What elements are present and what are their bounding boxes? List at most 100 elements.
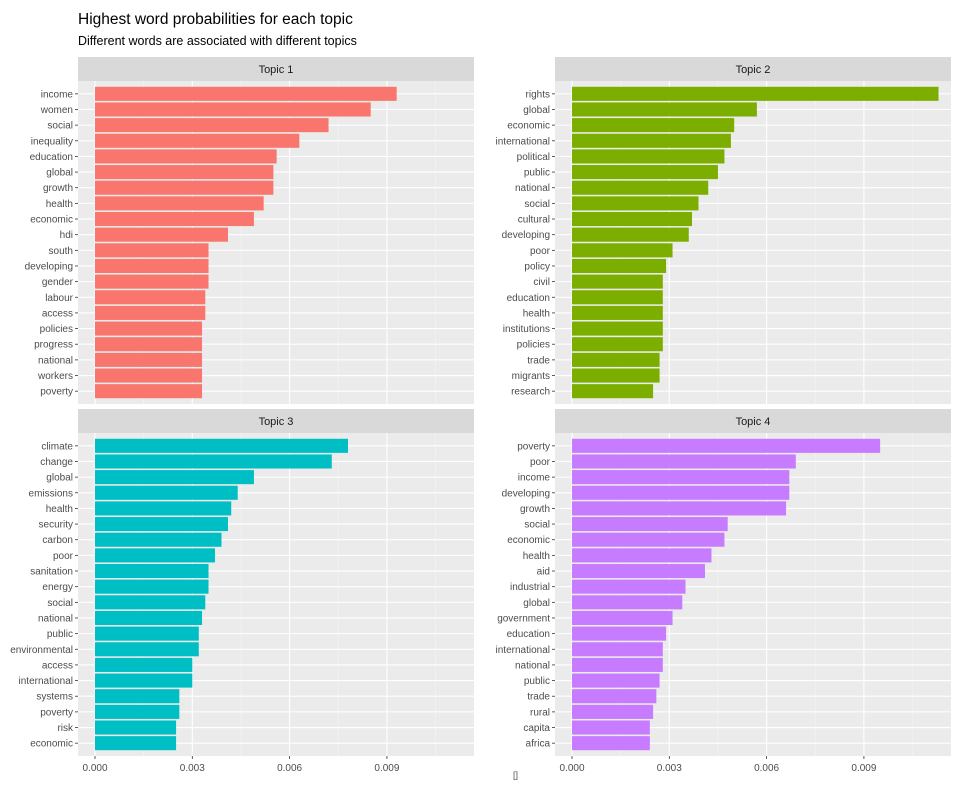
bar <box>572 548 712 563</box>
bar <box>572 657 663 672</box>
bar <box>572 118 735 133</box>
y-tick-label: women <box>40 105 73 116</box>
y-tick-label: poverty <box>517 441 550 452</box>
bar <box>95 86 397 101</box>
y-tick-label: growth <box>520 504 550 515</box>
bar <box>95 548 216 563</box>
y-tick-label: poor <box>530 246 551 257</box>
bar <box>95 165 274 180</box>
bar <box>572 610 673 626</box>
bar <box>95 243 209 258</box>
bar <box>95 337 203 352</box>
bar <box>572 438 881 453</box>
bar <box>95 517 228 532</box>
facet-panel: Topic 3 climate change global emissions healt… <box>10 409 474 774</box>
y-tick-label: income <box>41 89 74 100</box>
facet-label: Topic 3 <box>259 416 294 428</box>
bar <box>95 673 193 688</box>
bar <box>572 563 705 579</box>
y-tick-label: public <box>524 168 550 179</box>
facet-strip <box>78 57 474 81</box>
bar <box>95 118 329 133</box>
bar <box>572 384 654 399</box>
y-tick-label: health <box>46 199 73 210</box>
bar <box>95 485 238 500</box>
bar <box>95 305 206 320</box>
y-tick-label: national <box>515 183 550 194</box>
y-tick-label: poor <box>530 457 551 468</box>
bar <box>572 517 728 532</box>
bar <box>572 321 663 336</box>
bar <box>572 720 650 735</box>
y-tick-label: health <box>46 504 73 515</box>
y-tick-label: security <box>39 520 73 531</box>
footnote-mark: [] <box>513 770 519 780</box>
bar <box>95 563 209 579</box>
y-tick-label: environmental <box>10 645 73 656</box>
bar <box>95 454 332 469</box>
y-tick-label: education <box>30 152 73 163</box>
y-tick-label: social <box>524 520 550 531</box>
bar <box>572 673 660 688</box>
y-tick-label: access <box>42 308 73 319</box>
bar <box>95 642 199 657</box>
bar <box>572 642 663 657</box>
y-tick-label: energy <box>42 582 73 593</box>
y-tick-label: carbon <box>42 535 73 546</box>
bar <box>572 274 663 289</box>
y-tick-label: poverty <box>40 387 73 398</box>
facet-strip <box>555 57 951 81</box>
bar <box>95 470 254 485</box>
bar <box>572 86 939 101</box>
y-tick-label: education <box>507 293 550 304</box>
bar <box>95 532 222 547</box>
y-tick-label: developing <box>25 261 73 272</box>
bar <box>95 321 203 336</box>
y-tick-label: health <box>523 308 550 319</box>
y-tick-label: income <box>518 473 551 484</box>
bar <box>572 196 699 211</box>
bar <box>95 368 203 383</box>
y-tick-label: international <box>496 136 550 147</box>
bar <box>95 384 203 399</box>
bar <box>95 595 206 610</box>
bar <box>95 274 209 289</box>
y-tick-label: progress <box>34 340 73 351</box>
y-tick-label: developing <box>502 488 550 499</box>
bar <box>572 227 689 242</box>
bar <box>95 438 348 453</box>
y-tick-label: sanitation <box>30 567 73 578</box>
y-tick-label: political <box>517 152 550 163</box>
facet-panel: Topic 1 income women social inequality educat… <box>25 57 474 404</box>
y-tick-label: poor <box>53 551 74 562</box>
facet-panel: Topic 4 poverty poor income developing growth… <box>496 409 951 774</box>
y-tick-label: national <box>38 613 73 624</box>
y-tick-label: global <box>46 473 73 484</box>
bar <box>572 595 683 610</box>
y-tick-label: poverty <box>40 707 73 718</box>
bar <box>572 352 660 367</box>
y-tick-label: national <box>38 355 73 366</box>
x-tick-label: 0.009 <box>374 763 399 774</box>
x-tick-label: 0.006 <box>277 763 302 774</box>
y-tick-label: health <box>523 551 550 562</box>
y-tick-label: public <box>524 676 550 687</box>
bar <box>572 689 657 704</box>
y-tick-label: developing <box>502 230 550 241</box>
facet-label: Topic 1 <box>259 64 294 76</box>
bar <box>572 501 787 516</box>
y-tick-label: labour <box>45 293 73 304</box>
bar <box>572 626 667 641</box>
y-tick-label: social <box>524 199 550 210</box>
x-tick-label: 0.003 <box>180 763 205 774</box>
bar <box>95 258 209 274</box>
bar <box>95 352 203 367</box>
y-tick-label: research <box>511 387 550 398</box>
bar <box>95 626 199 641</box>
y-tick-label: national <box>515 660 550 671</box>
y-tick-label: access <box>42 660 73 671</box>
chart-title: Highest word probabilities for each topi… <box>78 11 353 28</box>
bar <box>572 704 654 719</box>
bar <box>95 689 180 704</box>
